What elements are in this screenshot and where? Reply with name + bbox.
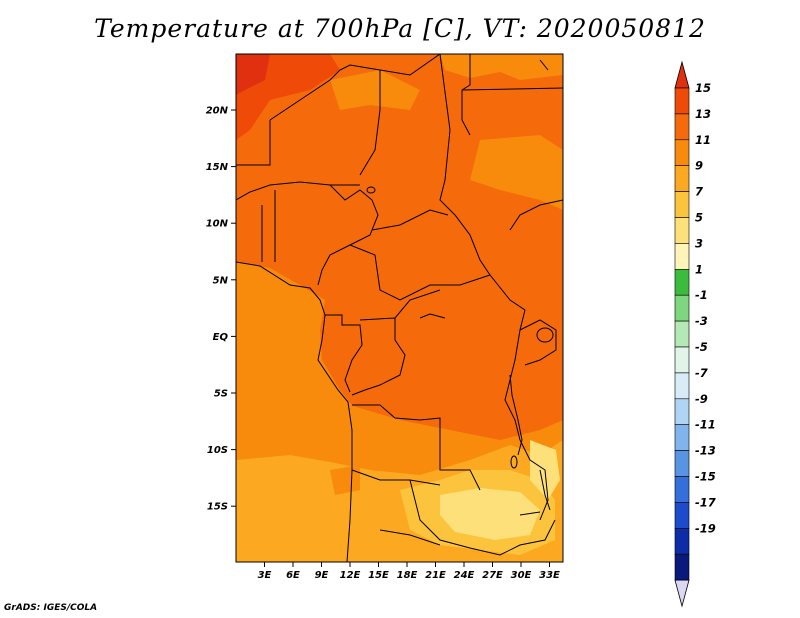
map-title: Temperature at 700hPa [C], VT: 202005081… [94, 14, 706, 43]
lake-tanganyika [509, 374, 523, 456]
colorbar-label: 7 [695, 185, 703, 199]
lat-label: EQ [213, 332, 229, 343]
lon-label: 3E [258, 570, 272, 581]
lon-label: 18E [397, 570, 418, 581]
lon-label: 27E [482, 570, 503, 581]
lat-label: 5N [213, 275, 229, 286]
colorbar-segment [674, 165, 690, 192]
lake-kariba [519, 511, 541, 516]
field-hot-nw [236, 54, 270, 95]
colorbar-label: 5 [695, 211, 703, 225]
lon-label: 21E [425, 570, 446, 581]
lake-chad [366, 186, 376, 194]
lat-label: 10N [206, 219, 229, 230]
colorbar-label: -19 [695, 521, 716, 535]
lon-label: 24E [454, 570, 475, 581]
lat-label: 5S [214, 389, 228, 400]
latitude-axis: 20N 15N 10N 5N EQ 5S 10S 15S [206, 106, 236, 513]
colorbar-segment [674, 320, 690, 348]
colorbar-label: -11 [695, 418, 716, 432]
colorbar-segment [674, 553, 690, 581]
lon-label: 9E [315, 570, 329, 581]
temperature-field [236, 54, 563, 562]
colorbar-segment [674, 476, 690, 503]
colorbar-segment [674, 372, 690, 400]
colorbar-label: 15 [695, 81, 711, 95]
colorbar-segment [674, 450, 690, 477]
colorbar-segment [674, 398, 690, 425]
colorbar-label: 1 [695, 262, 703, 276]
lon-label: 6E [286, 570, 300, 581]
colorbar-label: -17 [695, 495, 716, 509]
lake-victoria [536, 327, 554, 343]
colorbar-segment [674, 87, 690, 115]
colorbar: 15 13 11 9 7 5 3 1 -1 -3 -5 -7 -9 -11 -13 -15 -17 -19 [674, 60, 716, 608]
colorbar-segment [674, 268, 690, 296]
colorbar-label: -1 [695, 288, 708, 302]
lat-label: 20N [206, 106, 229, 117]
lon-label: 33E [539, 570, 560, 581]
lon-label: 30E [511, 570, 532, 581]
country-borders [236, 54, 563, 562]
river-congo [419, 313, 446, 319]
colorbar-label: -9 [695, 392, 708, 406]
colorbar-label: 11 [695, 133, 711, 147]
colorbar-top-arrow [674, 60, 690, 89]
colorbar-bottom-arrow [674, 579, 690, 608]
field-ne-mid-9 [470, 135, 563, 210]
colorbar-label: -7 [695, 366, 708, 380]
colorbar-segment [674, 294, 690, 322]
colorbar-label: -13 [695, 444, 716, 458]
colorbar-label: 3 [695, 236, 703, 250]
colorbar-label: -3 [695, 314, 708, 328]
colorbar-segment [674, 191, 690, 218]
colorbar-segment [674, 139, 690, 167]
field-ne-9 [440, 54, 563, 80]
lat-label: 15S [207, 502, 228, 513]
colorbar-segment [674, 502, 690, 529]
lat-label: 15N [206, 162, 229, 173]
colorbar-segment [674, 346, 690, 374]
colorbar-segment [674, 527, 690, 555]
field-south-3 [440, 488, 540, 540]
field-n-9 [330, 70, 420, 110]
map-frame [235, 53, 564, 563]
lake-mweru [510, 455, 518, 469]
colorbar-segment [674, 424, 690, 451]
lon-label: 12E [340, 570, 361, 581]
field-south-patch [330, 465, 360, 495]
colorbar-label: -15 [695, 470, 716, 484]
colorbar-label: -5 [695, 340, 708, 354]
lat-label: 10S [207, 445, 228, 456]
lakes [366, 186, 554, 516]
lake-malawi [539, 469, 551, 511]
longitude-axis: 3E 6E 9E 12E 15E 18E 21E 24E 27E 30E 33E [258, 562, 560, 581]
colorbar-segment [674, 243, 690, 270]
colorbar-segment [674, 113, 690, 141]
lon-label: 15E [368, 570, 389, 581]
colorbar-label: 13 [695, 107, 711, 121]
grads-credit: GrADS: IGES/COLA [4, 603, 98, 613]
colorbar-label: 9 [695, 159, 703, 173]
colorbar-segment [674, 217, 690, 244]
